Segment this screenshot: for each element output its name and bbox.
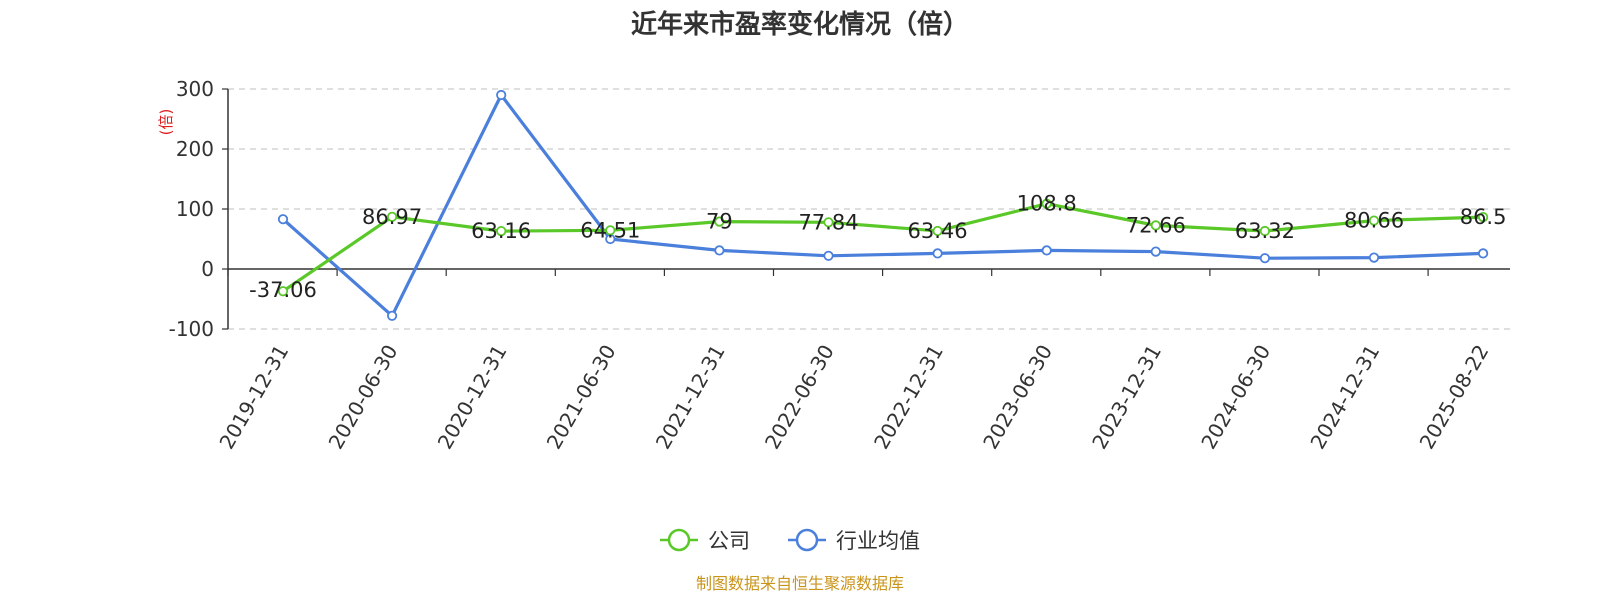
data-label: 63.16 [471,219,531,243]
series-line-industry-average [281,93,1484,318]
data-point-industry-average [932,248,943,259]
data-label: -37.06 [249,278,317,302]
data-point-company [386,211,398,222]
x-tick-label: 2024-06-30 [1196,341,1275,454]
data-point-company [1041,198,1052,209]
data-point-company [605,225,616,236]
grid-lines [222,88,1510,330]
data-point-industry-average [277,214,289,225]
y-tick-label: 300 [176,77,214,101]
data-labels: -37.06 86.97 63.16 64.51 79 77.84 63.46 108.8 72… [249,192,1506,303]
data-label: 77.84 [798,210,858,234]
data-label: 86.97 [362,205,422,229]
data-label: 79 [706,210,733,234]
series-lines [281,93,1484,318]
x-tick-label: 2025-08-22 [1415,341,1494,454]
data-label: 86.5 [1460,205,1507,229]
y-tick-label: 200 [176,137,214,161]
legend-marker-icon [795,528,819,552]
legend-label: 行业均值 [836,529,920,553]
data-point-company [1150,220,1161,231]
x-tick-label: 2022-06-30 [760,341,839,454]
x-tick-label: 2021-06-30 [542,341,621,454]
data-point-company [1478,212,1489,223]
y-axis-label: (倍) [157,109,175,136]
series-line-company [282,202,1484,293]
y-axis-tick-labels: -100 0 100 200 300 [169,77,214,341]
x-tick-label: 2020-06-30 [324,341,403,454]
chart-title: 近年来市盈率变化情况（倍） [631,9,969,40]
data-point-company [823,217,834,228]
x-tick-label: 2019-12-31 [214,341,293,454]
legend-item-industry-average[interactable]: 行业均值 [788,528,920,553]
data-point-company [932,225,943,237]
data-point-company [277,286,289,297]
axes [227,89,1510,329]
x-axis-tick-labels: 2019-12-31 2020-06-30 2020-12-31 2021-06-30… [214,341,1493,454]
data-point-industry-average [823,250,834,261]
legend-label: 公司 [708,529,750,553]
x-tick-label: 2022-12-31 [869,341,948,454]
x-tick-label: 2021-12-31 [651,341,730,454]
data-label: 72.66 [1126,213,1186,237]
y-tick-label: -100 [169,317,214,341]
data-point-company [714,216,725,227]
data-point-industry-average [1150,246,1161,257]
y-tick-label: 100 [176,197,214,221]
x-tick-label: 2020-12-31 [433,341,512,454]
x-tick-label: 2024-12-31 [1305,341,1384,454]
data-point-industry-average [1478,248,1489,259]
data-point-industry-average [1368,252,1380,263]
data-point-industry-average [714,245,725,256]
data-point-industry-average [1041,245,1052,256]
legend-item-company[interactable]: 公司 [660,528,750,553]
data-point-company [496,226,507,237]
y-tick-label: 0 [201,257,214,281]
data-point-company [1259,225,1271,237]
data-label: 63.46 [908,219,968,243]
legend: 公司 行业均值 [660,528,920,553]
data-point-industry-average [386,310,398,321]
source-note: 制图数据来自恒生聚源数据库 [696,574,904,593]
x-tick-label: 2023-12-31 [1087,341,1166,454]
data-point-company [1368,215,1380,226]
x-tick-label: 2023-06-30 [978,341,1057,454]
data-point-industry-average [1259,253,1271,264]
data-label: 64.51 [580,218,640,242]
data-point-industry-average [496,89,507,101]
legend-marker-icon [667,528,691,552]
data-label: 108.8 [1017,192,1077,216]
data-label: 80.66 [1344,209,1404,233]
data-label: 63.32 [1235,219,1295,243]
series-points [277,89,1489,321]
